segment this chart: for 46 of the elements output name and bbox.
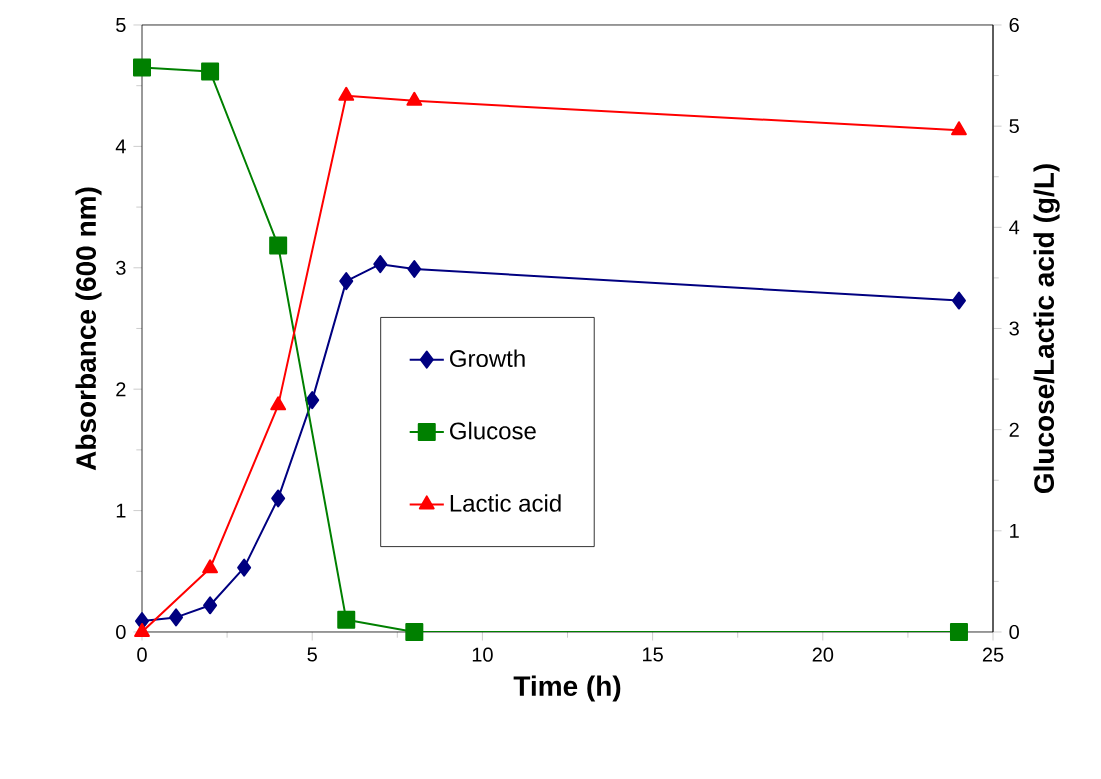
point: [305, 391, 320, 410]
x-tick-label: 25: [982, 647, 1004, 662]
point: [201, 62, 220, 81]
x-tick-label: 10: [472, 647, 493, 662]
y-axis-title: Absorbance (600 nm): [75, 187, 102, 471]
point: [338, 86, 355, 101]
y-tick-label: 2: [116, 382, 126, 397]
point: [134, 622, 150, 637]
y2-tick-label: 1: [1010, 523, 1019, 538]
point: [405, 622, 424, 641]
point: [339, 272, 354, 291]
y2-tick-label: 6: [1009, 17, 1019, 33]
point: [271, 489, 286, 508]
point: [373, 255, 388, 274]
legend-label: Growth: [450, 349, 525, 368]
point: [337, 610, 356, 629]
point: [951, 121, 967, 136]
point: [169, 608, 184, 627]
point: [203, 596, 218, 615]
point: [237, 558, 252, 577]
legend-label: Lactic acid: [450, 494, 561, 512]
y-tick-label: 3: [116, 260, 126, 275]
y-tick-label: 4: [115, 139, 126, 154]
y-tick-label: 0: [116, 624, 126, 640]
x-tick-label: 5: [307, 647, 317, 662]
y2-tick-label: 5: [1009, 119, 1019, 134]
x-axis-title: Time (h): [513, 675, 621, 702]
point: [407, 260, 422, 278]
y2-tick-label: 3: [1009, 321, 1019, 336]
x-tick-label: 15: [643, 647, 663, 662]
x-tick-label: 0: [137, 647, 147, 662]
y2-axis-title: Glucose/Lactic acid (g/L): [1033, 164, 1060, 494]
point: [949, 622, 968, 641]
y-tick-label: 5: [116, 18, 126, 32]
point: [951, 291, 966, 310]
point: [269, 236, 288, 255]
y2-tick-label: 0: [1009, 624, 1019, 640]
point: [133, 58, 152, 77]
y2-tick-label: 4: [1009, 220, 1020, 235]
point: [270, 396, 287, 411]
legend-label: Glucose: [450, 421, 536, 440]
point: [406, 91, 423, 106]
y-tick-label: 1: [116, 503, 126, 518]
y2-tick-label: 2: [1009, 422, 1019, 437]
x-tick-label: 20: [812, 647, 834, 662]
point: [202, 559, 219, 574]
